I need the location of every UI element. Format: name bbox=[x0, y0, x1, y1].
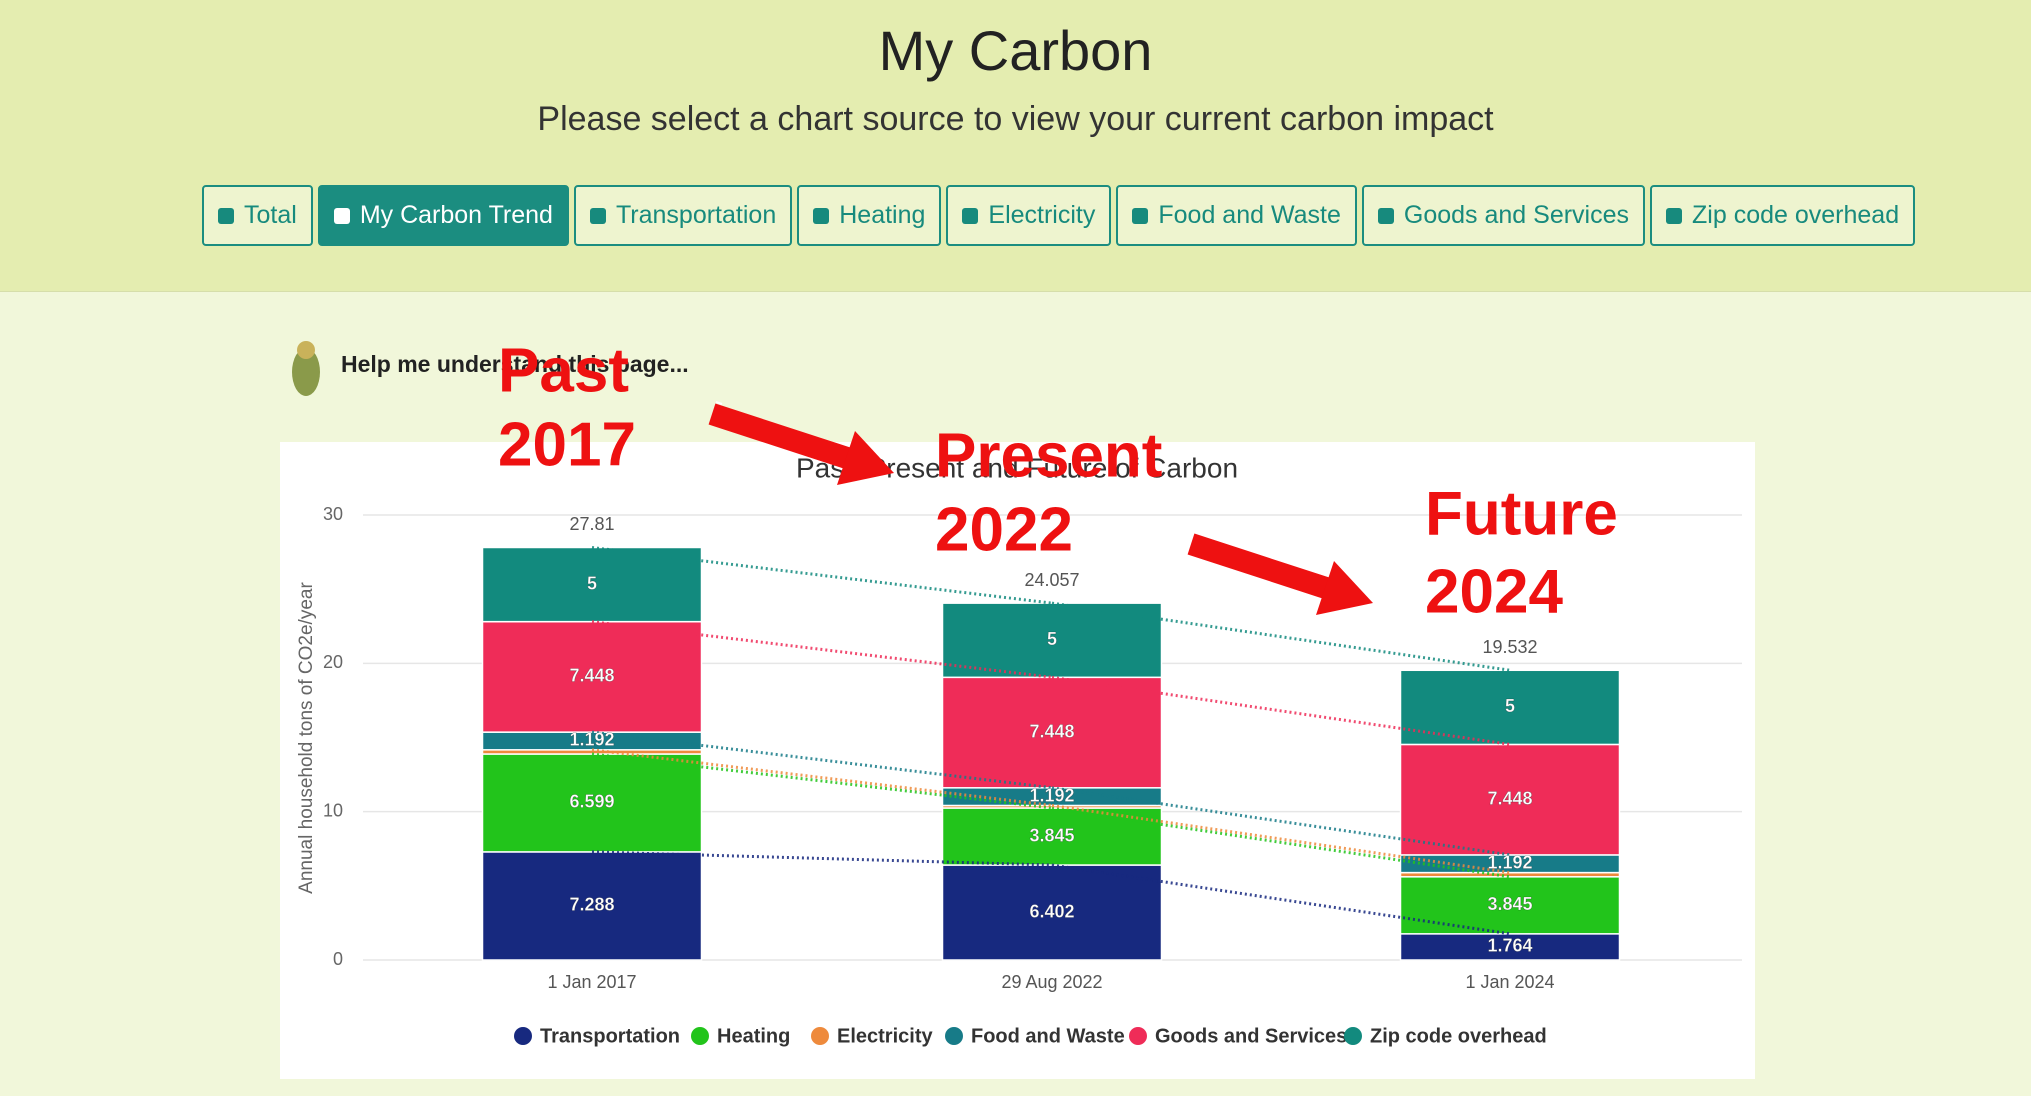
legend-label: Zip code overhead bbox=[1370, 1025, 1547, 1047]
annotation-label: Past bbox=[498, 336, 629, 405]
total-label: 19.532 bbox=[1482, 637, 1537, 657]
legend-marker bbox=[945, 1027, 963, 1045]
help-icon[interactable] bbox=[292, 341, 320, 396]
value-label: 5 bbox=[1505, 696, 1515, 716]
total-label: 24.057 bbox=[1024, 570, 1079, 590]
value-label: 3.845 bbox=[1029, 825, 1074, 845]
x-tick-label: 29 Aug 2022 bbox=[1001, 972, 1102, 992]
y-tick-label: 0 bbox=[333, 949, 343, 969]
value-label: 6.402 bbox=[1029, 901, 1074, 921]
y-axis-label: Annual household tons of CO2e/year bbox=[296, 582, 317, 894]
value-label: 7.288 bbox=[569, 895, 614, 915]
legend-label: Electricity bbox=[837, 1025, 933, 1047]
annotation-label: Future bbox=[1425, 479, 1618, 548]
value-label: 3.845 bbox=[1487, 894, 1532, 914]
legend-marker bbox=[691, 1027, 709, 1045]
legend-marker bbox=[514, 1027, 532, 1045]
value-label: 6.599 bbox=[569, 792, 614, 812]
value-label: 7.448 bbox=[1029, 721, 1074, 741]
legend-label: Goods and Services bbox=[1155, 1025, 1347, 1047]
y-tick-label: 20 bbox=[323, 652, 343, 672]
value-label: 5 bbox=[1047, 629, 1057, 649]
chart: Help me understand this page... Past, Pr… bbox=[0, 0, 2031, 1096]
value-label: 1.192 bbox=[1029, 785, 1074, 805]
value-label: 1.192 bbox=[1487, 853, 1532, 873]
annotation-year: 2022 bbox=[935, 495, 1073, 564]
value-label: 1.192 bbox=[569, 730, 614, 750]
value-label: 5 bbox=[587, 573, 597, 593]
annotation-year: 2017 bbox=[498, 410, 636, 479]
legend-label: Transportation bbox=[540, 1025, 680, 1047]
value-label: 7.448 bbox=[569, 666, 614, 686]
legend-label: Food and Waste bbox=[971, 1025, 1125, 1047]
y-tick-label: 30 bbox=[323, 504, 343, 524]
total-label: 27.81 bbox=[569, 514, 614, 534]
legend-label: Heating bbox=[717, 1025, 790, 1047]
value-label: 7.448 bbox=[1487, 788, 1532, 808]
annotation-year: 2024 bbox=[1425, 557, 1563, 626]
y-tick-label: 10 bbox=[323, 800, 343, 820]
x-tick-label: 1 Jan 2017 bbox=[547, 972, 636, 992]
annotation-label: Present bbox=[935, 421, 1162, 490]
value-label: 1.764 bbox=[1487, 936, 1532, 956]
legend-marker bbox=[1129, 1027, 1147, 1045]
page: My Carbon Please select a chart source t… bbox=[0, 0, 2031, 1096]
x-tick-label: 1 Jan 2024 bbox=[1465, 972, 1554, 992]
legend-marker bbox=[1344, 1027, 1362, 1045]
legend-marker bbox=[811, 1027, 829, 1045]
